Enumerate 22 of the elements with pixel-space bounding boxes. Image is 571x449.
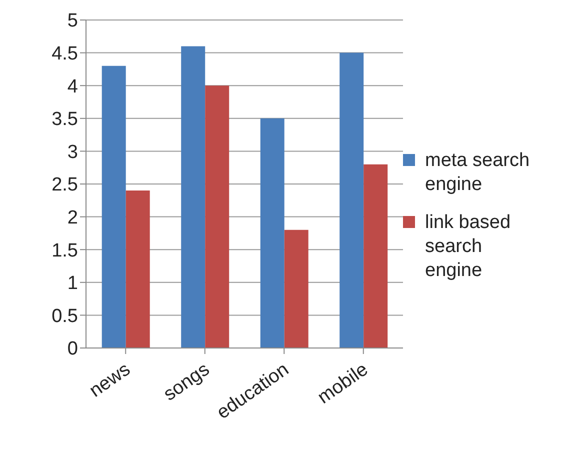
bar [205, 86, 230, 348]
y-tick-label: 0.5 [52, 306, 78, 327]
y-tick-label: 4 [67, 76, 78, 98]
bar [284, 230, 308, 348]
legend-label: link based search engine [425, 211, 512, 283]
bar [126, 190, 150, 348]
bar [340, 52, 364, 348]
y-tick-label: 2.5 [52, 174, 78, 196]
bar [102, 66, 126, 348]
y-tick-label: 3 [67, 142, 78, 163]
bar [260, 118, 284, 348]
y-tick-label: 5 [67, 10, 78, 32]
y-tick-label: 4.5 [52, 44, 78, 65]
y-tick-label: 0 [67, 338, 78, 360]
legend-label: meta search engine [425, 149, 531, 197]
y-tick-label: 3.5 [52, 109, 78, 130]
bar [364, 164, 388, 348]
y-tick-label: 1.5 [52, 240, 78, 262]
x-tick-label: news [86, 359, 134, 402]
y-tick-label: 2 [67, 208, 78, 229]
y-tick-label: 1 [67, 273, 78, 294]
bar [181, 46, 206, 348]
